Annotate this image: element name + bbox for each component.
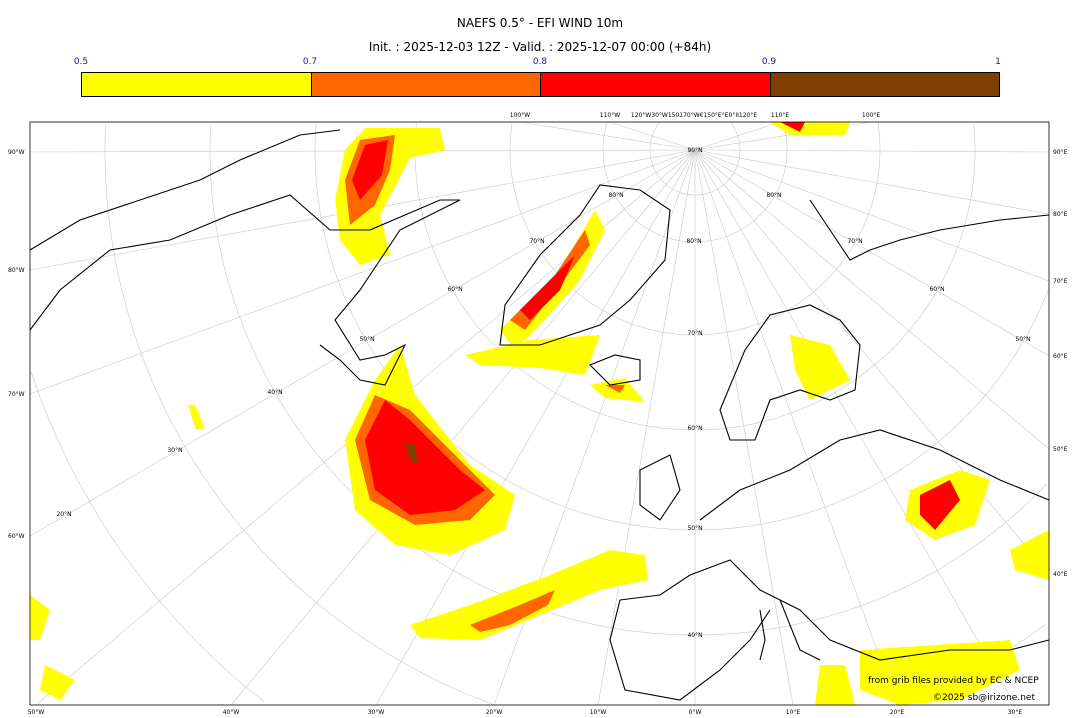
colorbar [81, 72, 1000, 97]
axis-label-top: 100°E [862, 112, 880, 119]
axis-label-top: 120°W30°W150170°W€150°E°E0°II120°E [631, 112, 757, 119]
meridian-line [29, 149, 696, 395]
parallel-line [509, 122, 881, 336]
lat-label: 50°N [359, 336, 374, 343]
colorbar-bin [82, 73, 312, 96]
axis-label-left: 70°W [8, 391, 25, 398]
meridian-line [694, 149, 1050, 282]
meridian-line [694, 149, 898, 706]
parallel-line [104, 124, 494, 705]
axis-label-bottom: 40°W [223, 709, 240, 716]
axis-label-right: 90°E [1053, 149, 1068, 156]
lat-label: 40°N [267, 389, 282, 396]
axis-label-top: 110°W [600, 112, 620, 119]
axis-label-bottom: 20°E [890, 709, 905, 716]
colorbar-bin [311, 73, 541, 96]
colorbar-tick: 0.9 [761, 57, 777, 67]
meridian-line [694, 149, 1050, 450]
axis-label-bottom: 30°E [1008, 709, 1023, 716]
lat-label: 80°N [608, 192, 623, 199]
lat-label: 40°N [687, 632, 702, 639]
axis-label-top: 100°W [510, 112, 530, 119]
axis-label-bottom: 10°E [786, 709, 801, 716]
parallel-line [649, 122, 741, 196]
colorbar-bin [770, 73, 999, 96]
colorbar-bin [541, 73, 771, 96]
parallel-line [730, 122, 741, 150]
parallel-line [602, 122, 788, 243]
coastlines [29, 129, 1050, 701]
meridian-line [694, 121, 781, 151]
lat-label: 70°N [847, 238, 862, 245]
lat-label: 20°N [56, 511, 71, 518]
axis-label-top: 110°E [771, 112, 789, 119]
colorbar-tick: 0.8 [532, 57, 548, 67]
meridian-line [694, 149, 1016, 706]
meridian-line [519, 121, 696, 151]
meridian-line [597, 149, 696, 706]
parallel-line [877, 122, 881, 150]
map-subtitle: Init. : 2025-12-03 12Z - Valid. : 2025-1… [368, 40, 712, 54]
meridian-line [694, 149, 1050, 575]
lat-label: 80°N [686, 238, 701, 245]
lat-label: 60°N [687, 425, 702, 432]
axis-label-right: 50°E [1053, 446, 1068, 453]
colorbar-tick: 1 [995, 57, 1001, 67]
copyright: ©2025 sb@irizone.net [933, 693, 1035, 703]
data-source-credit: from grib files provided by EC & NCEP [868, 676, 1039, 686]
axis-label-right: 60°E [1053, 353, 1068, 360]
axis-label-right: 80°E [1053, 211, 1068, 218]
lat-label: 30°N [167, 447, 182, 454]
parallel-line [30, 372, 265, 702]
axis-label-bottom: 0°W [689, 709, 702, 716]
meridian-line [694, 149, 794, 706]
axis-label-left: 60°W [8, 533, 25, 540]
efi-field [30, 122, 1049, 705]
lat-label: 70°N [687, 330, 702, 337]
map-frame [29, 121, 1050, 706]
axis-label-bottom: 10°W [590, 709, 607, 716]
lat-label: 60°N [929, 286, 944, 293]
lat-label: 50°N [687, 525, 702, 532]
parallel-line [973, 123, 976, 150]
axis-label-left: 80°W [8, 267, 25, 274]
meridian-line [694, 149, 1050, 357]
parallel-line [414, 123, 976, 431]
meridian-line [29, 149, 696, 537]
lat-label: 70°N [529, 238, 544, 245]
meridian-line [694, 149, 1050, 153]
lat-label: 90°N [687, 147, 702, 154]
graticule [29, 121, 1050, 706]
meridian-line [694, 149, 1050, 215]
colorbar-tick: 0.7 [302, 57, 318, 67]
lat-label: 80°N [766, 192, 781, 199]
axis-label-right: 70°E [1053, 278, 1068, 285]
meridian-line [609, 121, 696, 151]
axis-label-bottom: 30°W [368, 709, 385, 716]
parallel-line [314, 123, 1049, 531]
colorbar-tick: 0.5 [73, 57, 89, 67]
meridian-line [375, 149, 696, 706]
lat-label: 60°N [447, 286, 462, 293]
meridian-line [230, 149, 696, 706]
axis-label-left: 90°W [8, 149, 25, 156]
lat-label: 50°N [1015, 336, 1030, 343]
axis-label-right: 40°E [1053, 571, 1068, 578]
map-title: NAEFS 0.5° - EFI WIND 10m [456, 16, 624, 30]
axis-label-bottom: 50°W [28, 709, 45, 716]
axis-label-bottom: 20°W [486, 709, 503, 716]
